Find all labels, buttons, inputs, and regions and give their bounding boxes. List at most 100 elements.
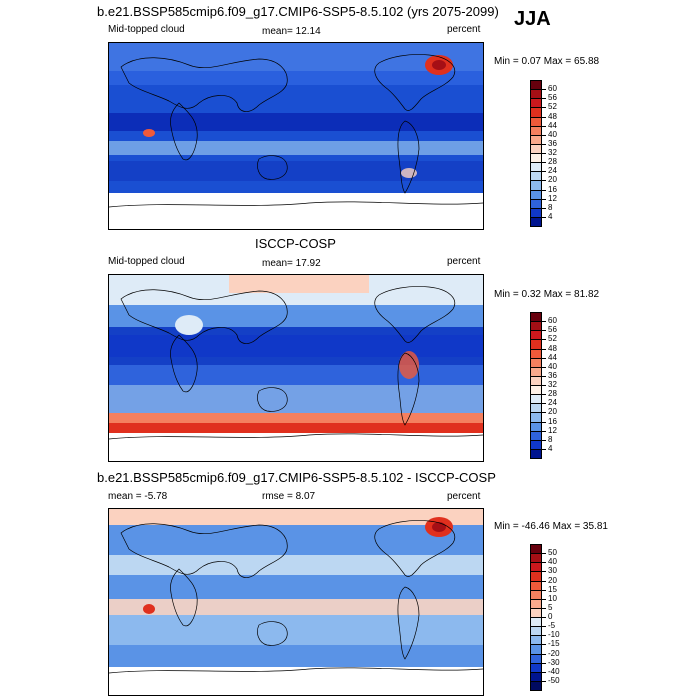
colorbar-tick-label: -15 [548,639,560,649]
colorbar-tick [542,644,546,646]
colorbar-tick-label: 32 [548,148,557,157]
mean-label: mean= 12.14 [262,26,321,37]
colorbar-tick [542,617,546,618]
colorbar-tick [542,562,546,564]
colorbar-tick [542,189,546,191]
colorbar-tick [542,653,546,655]
colorbar-tick-label: -40 [548,666,560,676]
colorbar-tick-label: -30 [548,657,560,667]
colorbar-tick-label: 60 [548,316,557,326]
colorbar-tick-label: 12 [548,425,557,435]
colorbar-tick [542,448,546,450]
colorbar-tick [542,153,546,154]
colorbar-tick [542,107,546,109]
colorbar-tick-label: 24 [548,398,557,408]
colorbar-tick-label: 8 [548,434,553,444]
colorbar-tick [542,116,546,118]
units-label: percent [447,491,481,502]
colorbar-tick [542,89,546,91]
panel-title: b.e21.BSSP585cmip6.f09_g17.CMIP6-SSP5-8.… [97,470,496,485]
colorbar-tick-label: 56 [548,93,557,103]
colorbar-tick-label: 28 [548,389,557,399]
colorbar-tick-label: -5 [548,621,556,631]
colorbar-tick [542,162,546,164]
colorbar-tick-label: 24 [548,166,557,176]
colorbar-tick-label: 28 [548,157,557,167]
colorbar-tick-label: -20 [548,648,560,658]
colorbar-tick-label: 32 [548,380,557,389]
colorbar-tick [542,635,546,637]
season-label: JJA [514,8,551,30]
colorbar-tick [542,125,546,127]
colorbar-tick [542,671,546,673]
colorbar-tick [542,662,546,664]
colorbar-tick [542,439,546,441]
colorbar-tick-label: 40 [548,129,557,139]
colorbar-tick [542,412,546,414]
colorbar-tick-label: -10 [548,630,560,640]
colorbar-tick [542,321,546,323]
colorbar-tick-label: 0 [548,612,553,621]
colorbar-tick-label: 4 [548,211,553,221]
colorbar-tick [542,134,546,136]
colorbar-tick [542,98,546,100]
colorbar-tick-label: 16 [548,184,557,194]
colorbar-tick [542,366,546,368]
colorbar-tick-label: 40 [548,557,557,567]
colorbar-tick [542,198,546,200]
units-label: percent [447,256,481,267]
colorbar-tick-label: 8 [548,202,553,212]
panel-title: b.e21.BSSP585cmip6.f09_g17.CMIP6-SSP5-8.… [97,4,499,19]
colorbar-tick [542,394,546,396]
colorbar-tick-label: 44 [548,120,557,130]
colorbar-swatch [530,448,542,459]
variable-label: Mid-topped cloud [108,24,185,35]
colorbar-tick [542,330,546,332]
colorbar-tick [542,403,546,405]
mean-label: mean = -5.78 [108,491,168,502]
colorbar-tick-label: 44 [548,352,557,362]
colorbar-tick-label: 16 [548,416,557,426]
colorbar-tick-label: 50 [548,548,557,558]
units-label: percent [447,24,481,35]
colorbar-tick [542,180,546,182]
colorbar-tick-label: 10 [548,593,557,603]
colorbar-tick-label: 60 [548,84,557,94]
colorbar-swatch [530,680,542,691]
colorbar-tick-label: 36 [548,370,557,380]
map-plot [108,274,484,462]
colorbar-tick [542,216,546,218]
colorbar-tick-label: -50 [548,675,560,685]
panel-title: ISCCP-COSP [255,236,336,251]
colorbar-tick [542,589,546,591]
map-plot [108,508,484,696]
colorbar-tick-label: 30 [548,566,557,576]
colorbar-tick [542,171,546,173]
colorbar-tick [542,607,546,609]
colorbar-tick [542,680,546,682]
minmax-label: Min = 0.32 Max = 81.82 [494,289,600,300]
colorbar-tick [542,348,546,350]
colorbar: 50 40 30 20 15 10 5 0 -5 -10 -15 -20 -30 -40 -50 [530,544,570,691]
colorbar-tick-label: 36 [548,138,557,148]
colorbar-tick-label: 48 [548,111,557,121]
colorbar-tick-label: 5 [548,602,553,612]
map-plot [108,42,484,230]
colorbar-tick-label: 52 [548,334,557,344]
colorbar: 60 56 52 48 44 40 36 32 28 24 20 16 12 8 4 [530,312,570,459]
colorbar-tick-label: 20 [548,575,557,585]
colorbar-tick [542,357,546,359]
colorbar: 60 56 52 48 44 40 36 32 28 24 20 16 12 8 4 [530,80,570,227]
colorbar-tick [542,580,546,582]
minmax-label: Min = 0.07 Max = 65.88 [494,56,600,67]
colorbar-tick-label: 52 [548,102,557,112]
colorbar-tick-label: 56 [548,325,557,335]
colorbar-tick [542,385,546,386]
colorbar-tick [542,143,546,145]
colorbar-tick [542,571,546,573]
colorbar-tick-label: 20 [548,175,557,185]
colorbar-tick [542,626,546,628]
colorbar-swatch [530,216,542,227]
colorbar-tick-label: 48 [548,343,557,353]
colorbar-tick [542,553,546,555]
